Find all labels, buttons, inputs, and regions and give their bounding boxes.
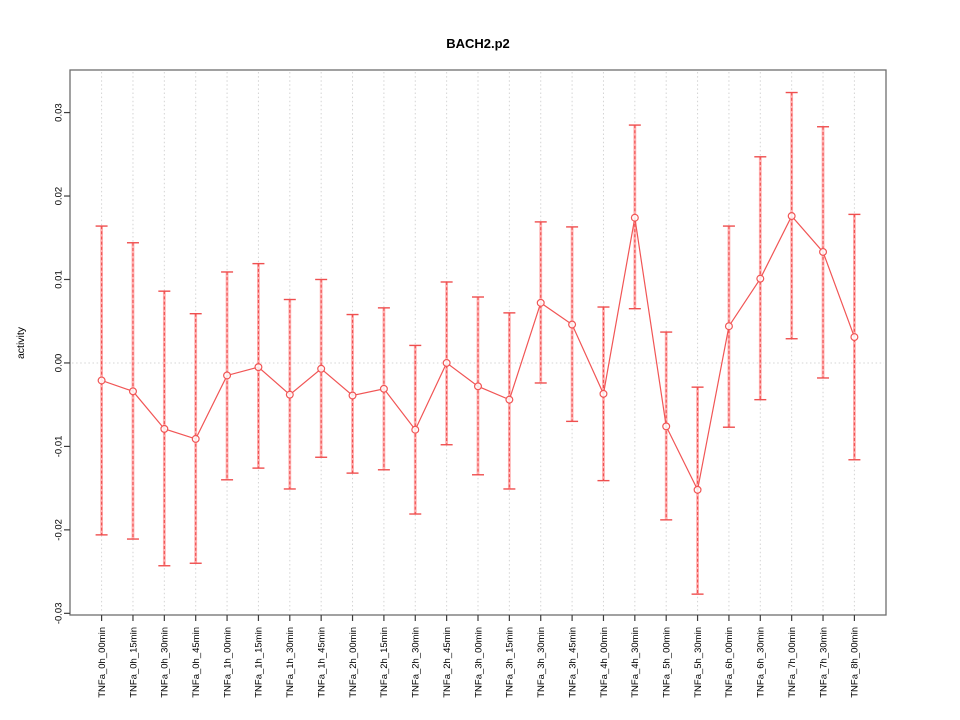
data-point bbox=[348, 391, 357, 400]
data-point bbox=[285, 390, 294, 399]
x-tick-label: TNFa_1h_30min bbox=[285, 627, 296, 698]
x-tick-label: TNFa_7h_30min bbox=[818, 627, 829, 698]
data-point bbox=[505, 395, 514, 404]
x-tick-label: TNFa_2h_00min bbox=[348, 627, 359, 698]
data-point bbox=[97, 376, 106, 385]
x-tick-label: TNFa_3h_45min bbox=[567, 627, 578, 698]
x-tick-label: TNFa_3h_15min bbox=[505, 627, 516, 698]
x-tick-label: TNFa_8h_00min bbox=[850, 627, 861, 698]
x-tick-label: TNFa_0h_15min bbox=[128, 627, 139, 698]
data-point bbox=[317, 364, 326, 373]
x-tick-label: TNFa_3h_30min bbox=[536, 627, 547, 698]
x-tick-label: TNFa_0h_45min bbox=[191, 627, 202, 698]
x-tick-label: TNFa_6h_00min bbox=[724, 627, 735, 698]
x-tick-label: TNFa_1h_45min bbox=[316, 627, 327, 698]
y-tick-label: 0.00 bbox=[53, 354, 64, 373]
data-point bbox=[160, 424, 169, 433]
x-tick-label: TNFa_3h_00min bbox=[473, 627, 484, 698]
y-tick-label: 0.03 bbox=[53, 103, 64, 122]
data-point bbox=[630, 213, 639, 222]
plot-area: -0.03 -0.02 -0.01 0.00 0.01 0.02 0.03 TNFa_0h_0… bbox=[53, 69, 887, 698]
y-tick-label: 0.02 bbox=[53, 187, 64, 206]
data-point bbox=[411, 425, 420, 434]
x-tick-label: TNFa_2h_30min bbox=[411, 627, 422, 698]
data-point bbox=[662, 422, 671, 431]
x-tick-label: TNFa_0h_00min bbox=[97, 627, 108, 698]
x-tick-label: TNFa_0h_30min bbox=[160, 627, 171, 698]
x-tick-label: TNFa_7h_00min bbox=[787, 627, 798, 698]
data-point bbox=[693, 485, 702, 494]
data-point bbox=[442, 358, 451, 367]
data-point bbox=[787, 212, 796, 221]
data-point bbox=[724, 322, 733, 331]
data-point bbox=[819, 247, 828, 256]
x-tick-label: TNFa_4h_00min bbox=[599, 627, 610, 698]
y-tick-label: -0.01 bbox=[53, 436, 64, 458]
x-tick-label: TNFa_2h_15min bbox=[379, 627, 390, 698]
y-tick-label: -0.02 bbox=[53, 519, 64, 541]
data-point bbox=[223, 371, 232, 380]
x-tick-label: TNFa_6h_30min bbox=[756, 627, 767, 698]
data-point bbox=[474, 382, 483, 391]
data-point bbox=[191, 434, 200, 443]
x-tick-label: TNFa_1h_15min bbox=[254, 627, 265, 698]
data-point bbox=[128, 387, 137, 396]
data-point bbox=[756, 274, 765, 283]
y-tick-label: -0.03 bbox=[53, 603, 64, 625]
x-tick-label: TNFa_1h_00min bbox=[222, 627, 233, 698]
data-point bbox=[599, 389, 608, 398]
chart-title: BACH2.p2 bbox=[446, 36, 510, 51]
data-point bbox=[568, 320, 577, 329]
x-tick-label: TNFa_5h_30min bbox=[693, 627, 704, 698]
x-tick-label: TNFa_4h_30min bbox=[630, 627, 641, 698]
data-point bbox=[850, 333, 859, 342]
x-tick-label: TNFa_5h_00min bbox=[662, 627, 673, 698]
data-point bbox=[379, 384, 388, 393]
y-tick-label: 0.01 bbox=[53, 270, 64, 289]
data-point bbox=[536, 298, 545, 307]
data-point bbox=[254, 363, 263, 372]
y-axis-label: activity bbox=[15, 326, 27, 359]
x-tick-label: TNFa_2h_45min bbox=[442, 627, 453, 698]
